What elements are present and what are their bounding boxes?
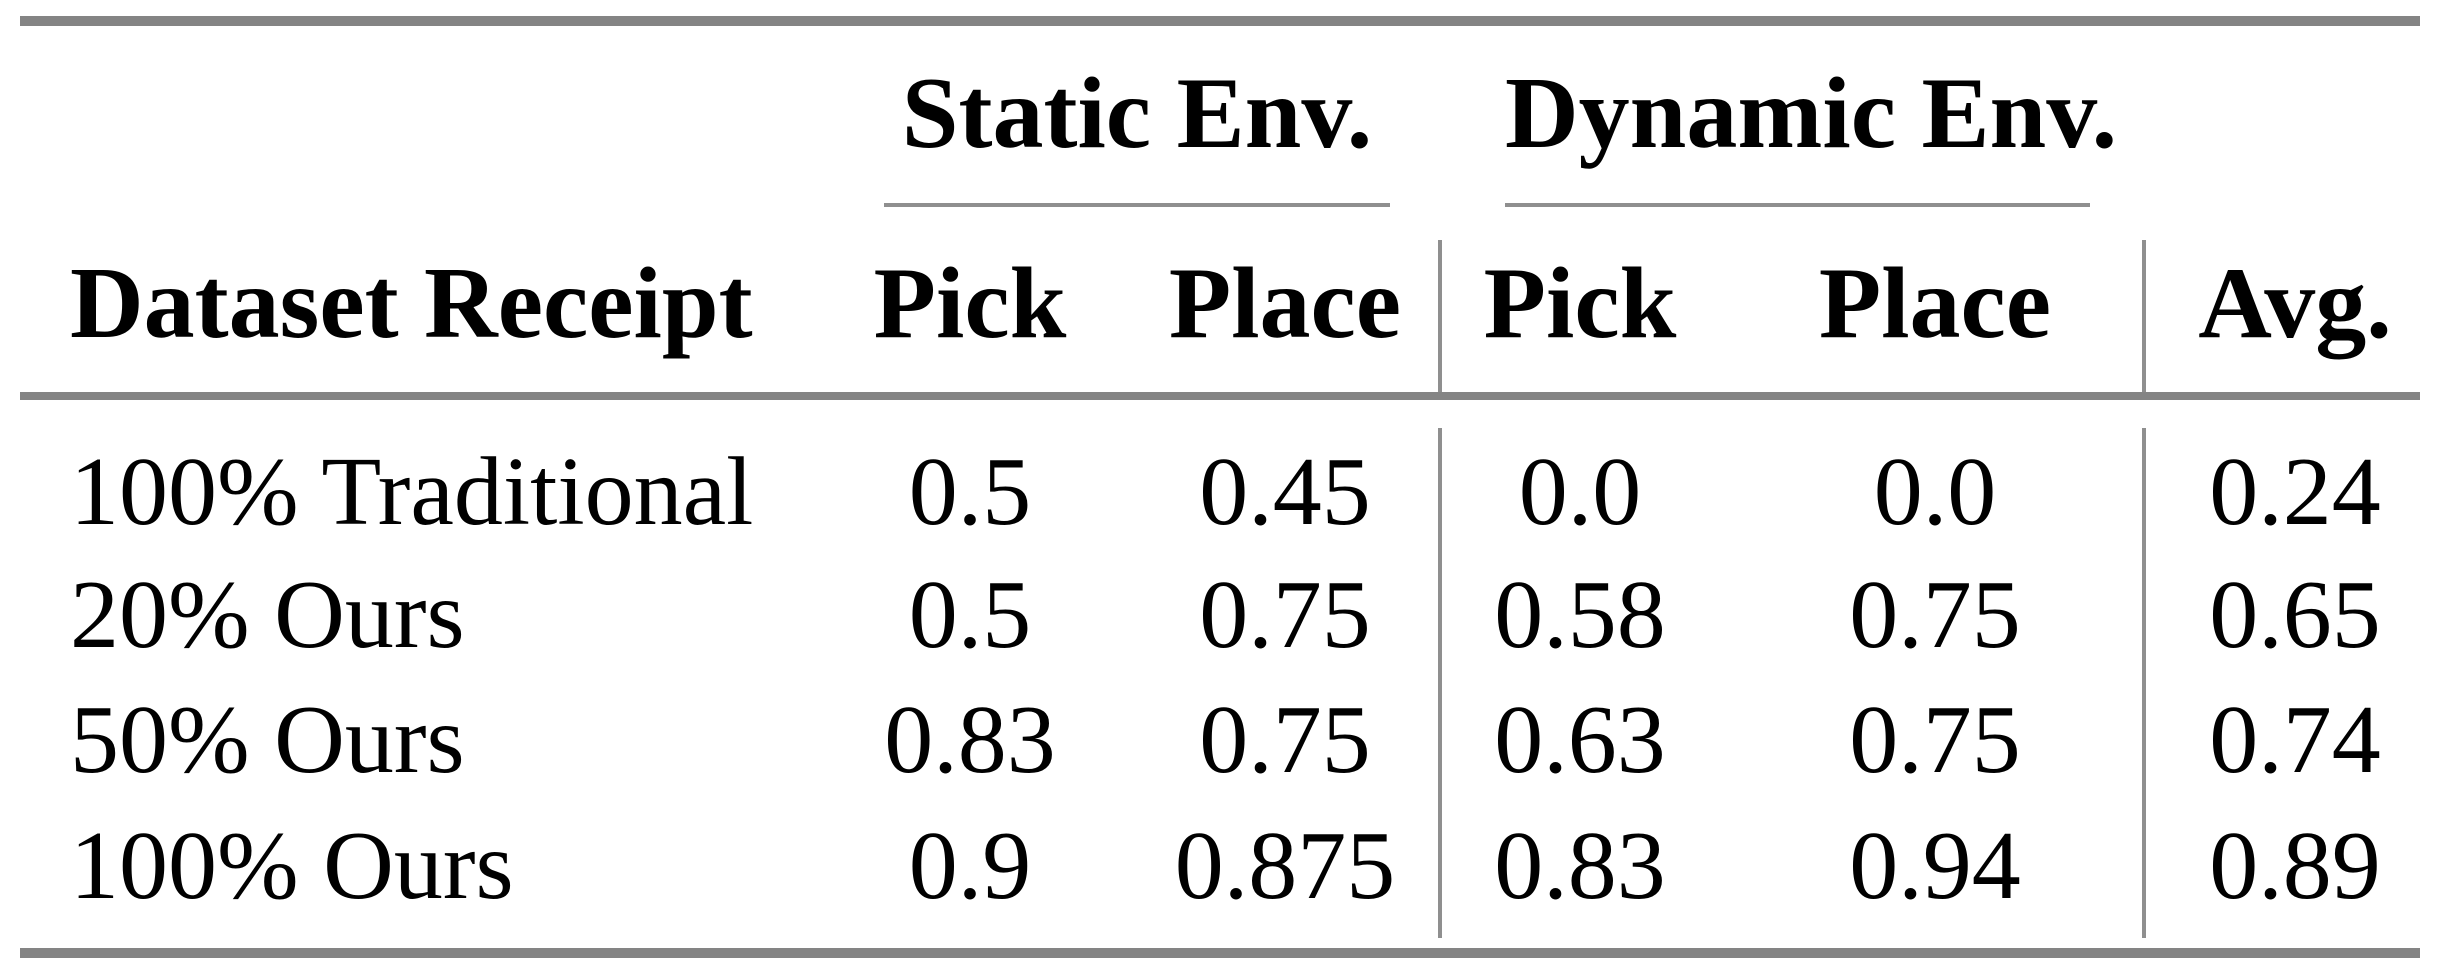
group-header-static-env: Static Env. <box>901 57 1373 170</box>
cell-dynamic-pick: 0.58 <box>1494 561 1666 669</box>
body-vertical-separator-1 <box>1438 428 1442 938</box>
cell-static-pick: 0.9 <box>908 812 1032 920</box>
cell-static-place: 0.75 <box>1199 686 1371 794</box>
static-env-cmidrule <box>884 203 1390 207</box>
column-header-dynamic-place: Place <box>1818 247 2052 360</box>
cell-static-place: 0.45 <box>1199 438 1371 546</box>
column-header-avg: Avg. <box>2198 247 2392 360</box>
cell-static-place: 0.75 <box>1199 561 1371 669</box>
bottom-rule <box>20 948 2420 958</box>
dynamic-env-cmidrule <box>1505 203 2090 207</box>
row-label: 100% Ours <box>70 812 514 920</box>
cell-dynamic-place: 0.75 <box>1849 686 2021 794</box>
body-vertical-separator-2 <box>2142 428 2146 938</box>
cell-static-place: 0.875 <box>1174 812 1396 920</box>
cell-avg: 0.65 <box>2209 561 2381 669</box>
row-label: 50% Ours <box>70 686 465 794</box>
column-header-dataset-receipt: Dataset Receipt <box>70 247 753 360</box>
group-header-dynamic-env: Dynamic Env. <box>1505 57 2118 170</box>
row-label: 20% Ours <box>70 561 465 669</box>
header-vertical-separator-2 <box>2142 240 2146 392</box>
header-bottom-rule <box>20 392 2420 400</box>
cell-dynamic-pick: 0.0 <box>1518 438 1642 546</box>
cell-dynamic-place: 0.94 <box>1849 812 2021 920</box>
cell-avg: 0.74 <box>2209 686 2381 794</box>
top-rule <box>20 16 2420 26</box>
cell-avg: 0.89 <box>2209 812 2381 920</box>
cell-static-pick: 0.83 <box>884 686 1056 794</box>
cell-dynamic-pick: 0.83 <box>1494 812 1666 920</box>
column-header-dynamic-pick: Pick <box>1483 247 1677 360</box>
row-label: 100% Traditional <box>70 438 754 546</box>
header-vertical-separator-1 <box>1438 240 1442 392</box>
cell-static-pick: 0.5 <box>908 438 1032 546</box>
cell-dynamic-place: 0.0 <box>1873 438 1997 546</box>
cell-dynamic-place: 0.75 <box>1849 561 2021 669</box>
cell-static-pick: 0.5 <box>908 561 1032 669</box>
column-header-static-place: Place <box>1168 247 1402 360</box>
cell-dynamic-pick: 0.63 <box>1494 686 1666 794</box>
column-header-static-pick: Pick <box>873 247 1067 360</box>
cell-avg: 0.24 <box>2209 438 2381 546</box>
